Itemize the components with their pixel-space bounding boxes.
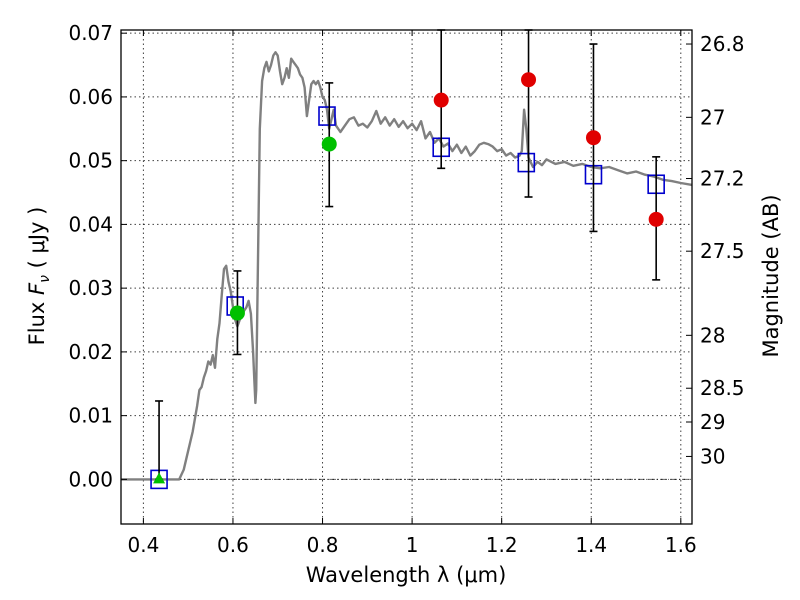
- x-tick-label: 1.4: [575, 533, 607, 557]
- y2-tick-label: 27.5: [700, 239, 745, 263]
- plot-frame: [120, 29, 693, 525]
- y-tick-label: 0.01: [68, 404, 113, 428]
- y2-tick-label: 30: [700, 444, 725, 468]
- y2-axis-label: Magnitude (AB): [759, 194, 783, 357]
- y2-tick-label: 28: [700, 323, 725, 347]
- y-tick-label: 0.00: [68, 467, 113, 491]
- observed-flux-green-point: [321, 136, 337, 152]
- y-axis-flux: 0.00 0.01 0.02 0.03 0.04 0.05 0.06 0.07: [68, 21, 127, 491]
- y-tick-label: 0.03: [68, 276, 113, 300]
- y2-tick-label: 28.5: [700, 376, 745, 400]
- upper-limit-triangle: [153, 472, 166, 484]
- x-axis: 0.4 0.6 0.8 1 1.2 1.4 1.6: [127, 30, 697, 557]
- observed-flux-red-point: [648, 211, 664, 227]
- y-tick-label: 0.06: [68, 85, 113, 109]
- model-flux-square: [318, 106, 336, 126]
- x-tick-label: 1: [406, 533, 419, 557]
- x-tick-label: 0.6: [217, 533, 249, 557]
- y2-tick-label: 29: [700, 410, 725, 434]
- y-axis-magnitude: 26.8 27 27.2 27.5 28 28.5 29 30: [686, 32, 745, 468]
- model-spectrum-line: [121, 51, 693, 481]
- observed-flux-red-point: [585, 130, 601, 146]
- y-tick-label: 0.04: [68, 212, 113, 236]
- plot-area: [121, 29, 693, 490]
- y-tick-label: 0.07: [68, 21, 113, 45]
- x-axis-label: Wavelength λ (μm): [306, 563, 507, 587]
- observed-flux-red-point: [433, 92, 449, 108]
- y2-tick-label: 27: [700, 105, 725, 129]
- observed-flux-green-point: [229, 305, 245, 321]
- x-tick-label: 0.4: [127, 533, 159, 557]
- x-tick-label: 1.2: [486, 533, 518, 557]
- grid-layer: [121, 30, 692, 524]
- x-tick-label: 0.8: [307, 533, 339, 557]
- y2-tick-label: 26.8: [700, 32, 745, 56]
- y2-tick-label: 27.2: [700, 167, 745, 191]
- x-tick-label: 1.6: [665, 533, 697, 557]
- y-tick-label: 0.05: [68, 149, 113, 173]
- y-axis-label: Flux Fν ( μJy ): [25, 207, 53, 346]
- observed-flux-red-point: [521, 72, 537, 88]
- y-tick-label: 0.02: [68, 340, 113, 364]
- model-flux-square: [517, 152, 536, 173]
